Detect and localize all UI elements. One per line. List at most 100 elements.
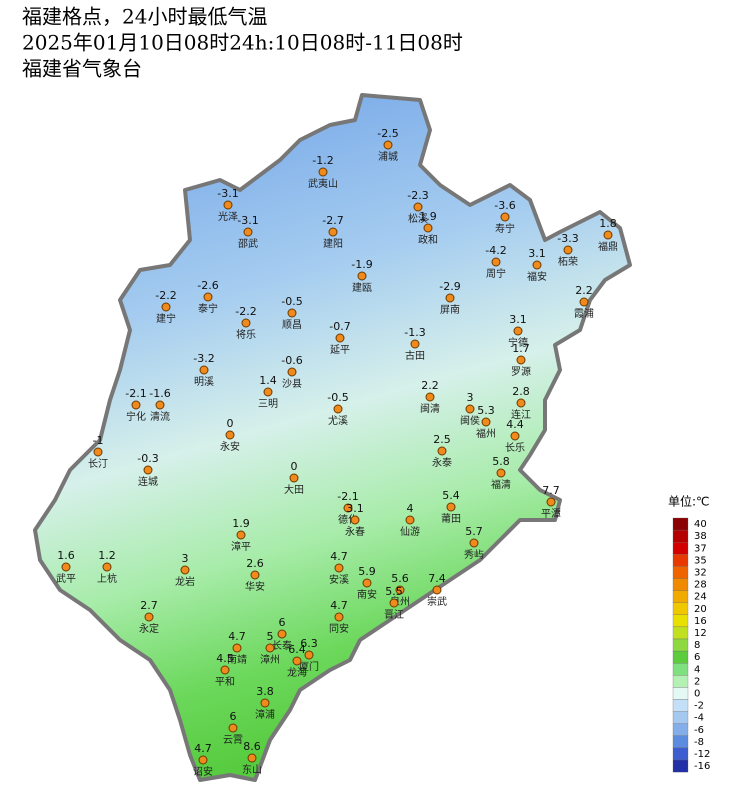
station-name: 安溪 — [329, 573, 349, 586]
station-dot — [243, 227, 253, 237]
source: 福建省气象台 — [22, 57, 142, 81]
station-name: 顺昌 — [282, 319, 302, 331]
title: 福建格点，24小时最低气温 — [22, 5, 267, 29]
station-dot — [516, 398, 526, 408]
legend-swatch — [672, 723, 689, 736]
station-value: 4.7 — [194, 742, 212, 755]
legend-label: 4 — [694, 664, 700, 675]
station-dot — [161, 302, 171, 312]
station-name: 崇武 — [427, 595, 447, 608]
station-name: 周宁 — [486, 267, 506, 280]
legend-label: -16 — [694, 761, 710, 772]
station-name: 平潭 — [541, 508, 561, 520]
legend-label: 2 — [694, 676, 700, 687]
station-dot — [335, 333, 345, 343]
station-dot — [292, 656, 302, 666]
station-dot — [263, 387, 273, 397]
legend-label: -2 — [694, 701, 704, 712]
station-value: -1.9 — [351, 258, 372, 271]
station-value: -0.5 — [327, 391, 348, 404]
station-dot — [199, 365, 209, 375]
station-dot — [563, 245, 573, 255]
legend-swatch — [672, 735, 689, 749]
legend-swatch — [672, 675, 689, 688]
station-value: 4.7 — [330, 550, 348, 563]
station-dot — [513, 326, 523, 336]
legend-label: 16 — [694, 616, 707, 627]
station-dot — [225, 430, 235, 440]
station-name: 武平 — [56, 572, 76, 585]
legend-label: 28 — [694, 580, 707, 591]
station-dot — [180, 565, 190, 575]
station-dot — [203, 292, 213, 302]
legend-swatch — [672, 517, 689, 531]
station-value: -0.6 — [281, 354, 302, 367]
legend-swatch — [672, 650, 689, 664]
station-value: -1.3 — [404, 326, 425, 339]
station-value: 4.5 — [216, 652, 234, 665]
station-value: -0.7 — [329, 320, 350, 333]
station-value: 5.7 — [465, 525, 483, 538]
station-dot — [465, 404, 475, 414]
legend-label: 24 — [694, 592, 707, 603]
station-value: 6.3 — [300, 637, 318, 650]
station-dot — [432, 585, 442, 595]
station-name: 永安 — [220, 440, 240, 453]
station-value: 2.5 — [433, 433, 451, 446]
station-value: -4.2 — [485, 244, 506, 257]
station-value: -2.2 — [235, 305, 256, 318]
station-name: 松溪 — [408, 212, 428, 225]
station-dot — [236, 530, 246, 540]
station-value: 1.2 — [98, 549, 116, 562]
station-dot — [287, 308, 297, 318]
station-dot — [357, 271, 367, 281]
station-value: 3.1 — [528, 247, 546, 260]
station-value: -0.3 — [137, 452, 158, 465]
station-value: 3.8 — [256, 685, 274, 698]
station-value: 3 — [182, 552, 189, 565]
station-name: 厦门 — [299, 660, 319, 673]
station-value: 8.6 — [243, 740, 261, 753]
station-value: 1.6 — [57, 549, 75, 562]
station-name: 同安 — [329, 622, 349, 635]
station-dot — [350, 515, 360, 525]
station-dot — [228, 723, 238, 733]
station-dot — [496, 468, 506, 478]
station-name: 永春 — [345, 525, 365, 538]
station-name: 诏安 — [193, 765, 213, 778]
legend-swatch — [672, 602, 689, 615]
legend-swatch — [672, 566, 689, 579]
station-name: 连城 — [138, 475, 158, 488]
station-name: 华安 — [245, 580, 265, 593]
station-dot — [389, 598, 399, 608]
station-value: 3 — [467, 391, 474, 404]
station-name: 尤溪 — [328, 414, 348, 427]
legend-label: 20 — [694, 604, 707, 615]
station-name: 闽清 — [420, 402, 440, 415]
station-dot — [510, 431, 520, 441]
station-dot — [250, 570, 260, 580]
station-value: -2.1 — [125, 387, 146, 400]
station-name: 政和 — [418, 233, 438, 246]
station-dot — [232, 643, 242, 653]
station-dot — [220, 665, 230, 675]
station-name: 漳浦 — [255, 708, 275, 721]
station-value: 3.1 — [346, 502, 364, 515]
station-name: 沙县 — [282, 378, 302, 390]
legend-label: 40 — [694, 519, 707, 530]
station-value: 7.4 — [428, 572, 446, 585]
station-name: 秀屿 — [464, 549, 484, 561]
station-value: -3.6 — [494, 199, 515, 212]
station-name: 大田 — [284, 483, 304, 496]
legend-swatch — [672, 578, 689, 591]
station-value: 1.9 — [419, 210, 437, 223]
station-value: 0 — [227, 417, 234, 430]
station-value: -1.2 — [312, 154, 333, 167]
station-dot — [491, 257, 501, 267]
station-dot — [287, 367, 297, 377]
station-dot — [579, 297, 589, 307]
station-dot — [334, 612, 344, 622]
station-value: 1.8 — [599, 217, 617, 230]
station-name: 南安 — [357, 588, 377, 601]
station-value: 6 — [279, 616, 286, 629]
